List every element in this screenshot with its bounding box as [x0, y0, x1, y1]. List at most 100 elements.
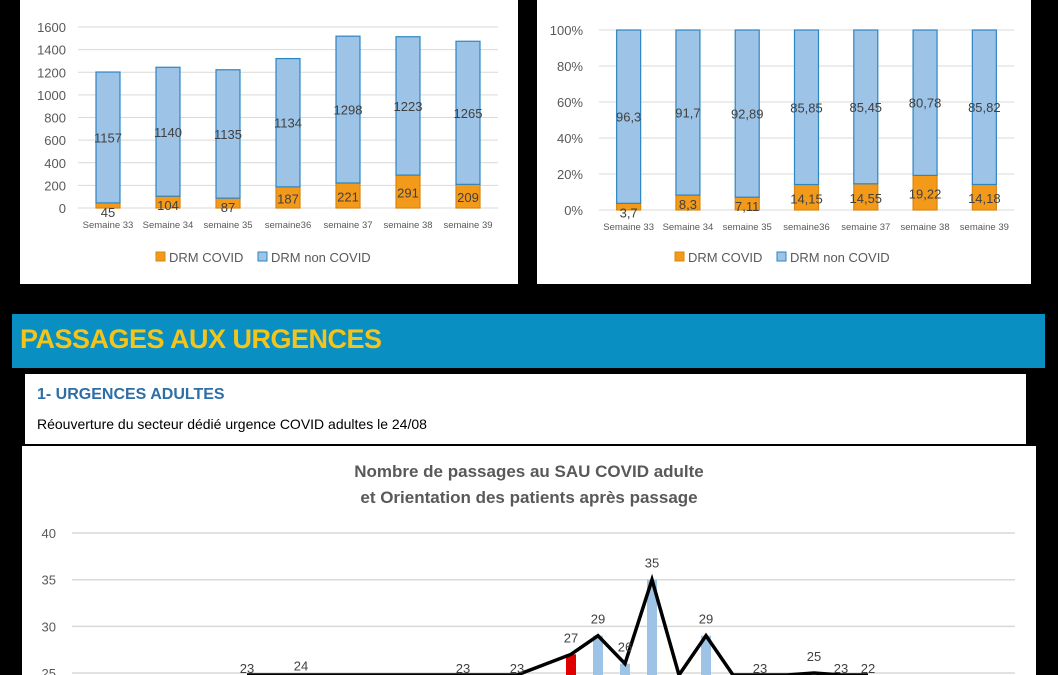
bar-non-covid	[734, 29, 760, 198]
bar-non-covid	[616, 29, 642, 204]
x-tick-label: semaine 35	[203, 220, 252, 231]
chart-svg: 0 200 400 600 800 1000 1200 1400 1600 45 1157 Semai…	[37, 20, 498, 265]
data-label: 1134	[274, 116, 302, 131]
y-tick-label: 200	[44, 178, 66, 193]
data-label: 1157	[94, 130, 122, 145]
x-tick-label: semaine 35	[723, 222, 772, 233]
data-label: 3,7	[620, 205, 638, 220]
bar-non-covid	[971, 29, 997, 186]
y-tick-label: 1000	[37, 88, 66, 103]
data-label: 23	[456, 661, 470, 675]
legend-swatch	[257, 251, 268, 262]
data-label: 14,55	[850, 191, 883, 206]
legend-label: DRM non COVID	[271, 250, 371, 265]
bar-non-covid	[275, 57, 301, 188]
section-header: 1- URGENCES ADULTES Réouverture du secte…	[25, 374, 1026, 444]
legend-label: DRM COVID	[169, 250, 243, 265]
total-passages-line	[247, 573, 868, 675]
chart-svg: 0% 20% 40% 60% 80% 100% 3,7 96,3 Semaine 33 8,3 91…	[550, 23, 1014, 265]
x-tick-label: Semaine 33	[83, 220, 134, 231]
bar-covid	[335, 182, 361, 209]
data-label: 23	[834, 661, 848, 675]
data-label: 23	[240, 661, 254, 675]
bar-non-covid	[912, 29, 938, 177]
data-label: 80,78	[909, 96, 942, 111]
legend-swatch	[674, 251, 685, 262]
bar-non-covid	[335, 35, 361, 184]
data-label: 35	[645, 556, 659, 571]
y-tick-label: 35	[42, 573, 56, 588]
data-label: 8,3	[679, 197, 697, 212]
x-tick-label: semaine 39	[443, 220, 492, 231]
data-label: 92,89	[731, 107, 764, 122]
chart-svg: 25 30 35 40 23 24 23 23 27 29 26 35 29 23 25 23 22	[42, 526, 1015, 675]
bar-non-covid	[675, 29, 701, 196]
data-label: 29	[699, 612, 713, 627]
y-tick-label: 0%	[564, 203, 583, 218]
y-tick-label: 25	[42, 666, 56, 675]
x-tick-label: semaine 37	[841, 222, 890, 233]
legend-label: DRM COVID	[688, 250, 762, 265]
x-tick-label: semaine 38	[383, 220, 432, 231]
data-label: 85,85	[790, 100, 823, 115]
section-heading: 1- URGENCES ADULTES	[37, 386, 225, 403]
chart-drm-percent: 0% 20% 40% 60% 80% 100% 3,7 96,3 Semaine 33 8,3 91…	[537, 0, 1031, 284]
data-label: 29	[591, 612, 605, 627]
data-label: 7,11	[735, 199, 759, 214]
chart-title-line1: Nombre de passages au SAU COVID adulte	[354, 462, 704, 481]
banner-title: PASSAGES AUX URGENCES	[20, 324, 382, 354]
chart-sau-passages: Nombre de passages au SAU COVID adulte e…	[22, 446, 1036, 675]
data-label: 26	[618, 640, 632, 655]
bar-orientation	[647, 579, 657, 675]
data-label: 187	[277, 191, 299, 206]
x-tick-label: Semaine 34	[663, 222, 714, 233]
chart-title-line2: et Orientation des patients après passag…	[360, 488, 698, 507]
y-tick-label: 30	[42, 619, 56, 634]
bar-orientation	[593, 635, 603, 675]
bar-orientation-red	[566, 654, 576, 675]
y-tick-label: 20%	[557, 167, 583, 182]
data-label: 209	[457, 190, 479, 205]
data-label: 221	[337, 189, 359, 204]
legend-swatch	[155, 251, 166, 262]
data-label: 25	[807, 649, 821, 664]
x-tick-label: semaine 39	[960, 222, 1009, 233]
data-label: 1298	[334, 103, 363, 118]
data-label: 14,18	[968, 191, 1001, 206]
data-label: 85,45	[850, 100, 883, 115]
data-label: 1140	[154, 125, 182, 140]
x-tick-label: semaine 38	[901, 222, 950, 233]
data-label: 91,7	[675, 106, 700, 121]
bar-covid	[971, 183, 997, 211]
bar-non-covid	[95, 71, 121, 204]
section-banner: PASSAGES AUX URGENCES	[12, 314, 1045, 368]
legend-swatch	[776, 251, 787, 262]
data-label: 104	[157, 198, 179, 213]
data-label: 45	[101, 205, 115, 220]
y-tick-label: 0	[59, 201, 66, 216]
y-tick-label: 1200	[37, 65, 66, 80]
data-label: 24	[294, 658, 308, 673]
x-tick-label: semaine 37	[323, 220, 372, 231]
y-tick-label: 40%	[557, 131, 583, 146]
y-tick-label: 1600	[37, 20, 66, 35]
y-tick-label: 80%	[557, 59, 583, 74]
y-tick-label: 400	[44, 156, 66, 171]
data-label: 291	[397, 186, 419, 201]
data-label: 27	[564, 630, 578, 645]
data-label: 23	[753, 661, 767, 675]
bar-non-covid	[395, 36, 421, 176]
y-tick-label: 800	[44, 111, 66, 126]
data-label: 1135	[214, 127, 242, 142]
data-label: 23	[510, 661, 524, 675]
x-tick-label: semaine36	[783, 222, 829, 233]
y-tick-label: 600	[44, 133, 66, 148]
y-tick-label: 1400	[37, 43, 66, 58]
bar-non-covid	[793, 29, 820, 186]
x-tick-label: semaine36	[265, 220, 311, 231]
y-tick-label: 60%	[557, 95, 583, 110]
bar-non-covid	[455, 40, 481, 185]
data-label: 1223	[394, 99, 423, 114]
bar-non-covid	[853, 29, 879, 185]
bar-non-covid	[155, 66, 181, 197]
